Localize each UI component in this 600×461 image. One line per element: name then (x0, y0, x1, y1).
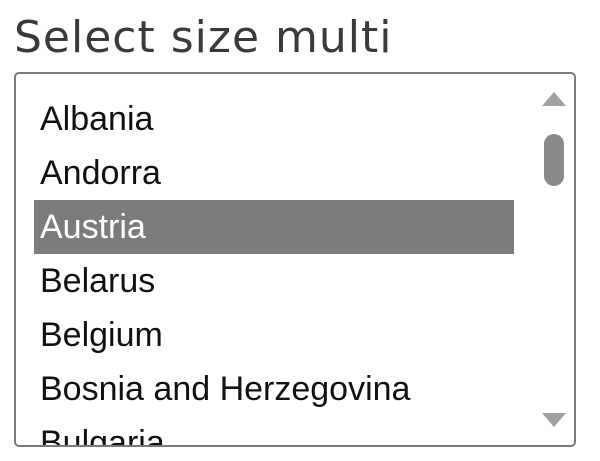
option-belarus[interactable]: Belarus (40, 262, 156, 300)
vertical-scrollbar[interactable] (534, 74, 574, 445)
scrollbar-thumb[interactable] (544, 134, 564, 186)
arrow-down-icon[interactable] (542, 413, 566, 427)
option-bulgaria[interactable]: Bulgaria (40, 424, 165, 447)
option-belgium[interactable]: Belgium (40, 316, 163, 354)
option-austria[interactable]: Austria (34, 200, 514, 254)
arrow-up-icon[interactable] (542, 92, 566, 106)
field-label: Select size multi (14, 12, 393, 63)
option-andorra[interactable]: Andorra (40, 154, 161, 192)
option-bosnia-and-herzegovina[interactable]: Bosnia and Herzegovina (40, 370, 411, 408)
multi-select-listbox[interactable]: Albania Andorra Austria Belarus Belgium … (14, 72, 576, 447)
option-albania[interactable]: Albania (40, 100, 154, 138)
options-list: Albania Andorra Austria Belarus Belgium … (34, 92, 514, 447)
